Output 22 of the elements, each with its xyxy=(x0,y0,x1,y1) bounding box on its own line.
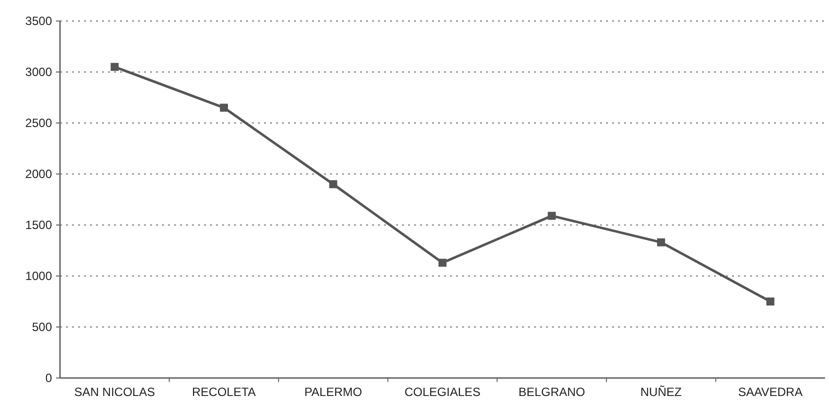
point xyxy=(657,238,666,246)
x-tick-label: RECOLETA xyxy=(192,385,256,399)
x-tick-label: SAAVEDRA xyxy=(738,385,803,399)
y-tick-label: 3000 xyxy=(25,65,52,80)
y-tick-label: 1500 xyxy=(25,218,52,232)
point xyxy=(110,62,119,71)
point xyxy=(220,104,228,112)
point xyxy=(438,258,446,267)
point xyxy=(548,212,556,220)
x-tick-label: SAN NICOLAS xyxy=(74,385,155,399)
x-tick-label: NUÑEZ xyxy=(640,385,682,399)
point xyxy=(329,180,338,188)
y-tick-label: 2000 xyxy=(25,167,52,182)
point xyxy=(766,298,774,306)
y-tick-label: 2500 xyxy=(25,116,52,130)
y-tick-label: 500 xyxy=(32,320,52,334)
y-tick-label: 3500 xyxy=(25,14,52,28)
x-tick-label: BELGRANO xyxy=(518,385,586,399)
y-tick-label: 0 xyxy=(45,371,52,386)
x-tick-label: PALERMO xyxy=(304,385,362,399)
y-tick-label: 1000 xyxy=(25,269,52,284)
x-tick-label: COLEGIALES xyxy=(404,385,481,399)
